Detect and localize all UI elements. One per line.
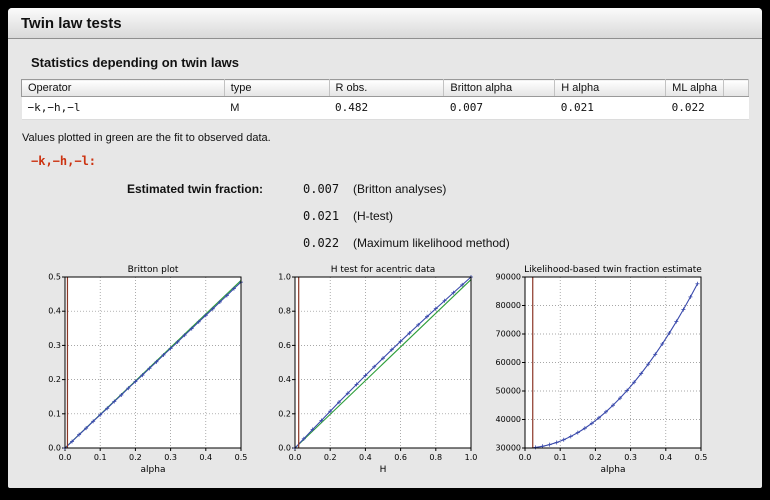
column-header[interactable]: R obs.	[329, 79, 445, 97]
svg-text:90000: 90000	[496, 273, 521, 282]
column-header[interactable]: ML alpha	[665, 79, 724, 97]
estimate-row-htest: 0.021 (H-test)	[127, 209, 749, 223]
svg-text:Likelihood-based twin fraction: Likelihood-based twin fraction estimate	[524, 265, 702, 275]
twin-law-statistics-table: Operator type R obs. Britton alpha H alpha ML…	[21, 79, 749, 120]
h-test-chart: 0.0 0.2 0.4 0.6 0.8 1.0 0.0 0.2 0.4 0.6 0.8 1.0 H te…	[259, 263, 477, 478]
ml-fraction-method: (Maximum likelihood method)	[353, 236, 510, 250]
svg-text:0.0: 0.0	[278, 444, 291, 453]
green-fit-note: Values plotted in green are the fit to o…	[22, 132, 271, 144]
svg-text:1.0: 1.0	[278, 273, 291, 282]
svg-text:0.0: 0.0	[519, 453, 532, 462]
estimated-twin-fraction-block: Estimated twin fraction: 0.007 (Britton …	[127, 182, 749, 250]
twin-law-tests-window: Twin law tests Statistics depending on t…	[8, 8, 762, 488]
window-titlebar: Twin law tests	[8, 8, 762, 39]
htest-fraction-method: (H-test)	[353, 209, 393, 223]
svg-text:0.1: 0.1	[94, 453, 107, 462]
svg-text:50000: 50000	[496, 387, 521, 396]
table-cell: M	[224, 96, 330, 120]
britton-plot-chart: 0.0 0.1 0.2 0.3 0.4 0.5 0.0 0.1 0.2 0.3 0.4 0.5 Brit…	[29, 263, 247, 478]
column-header[interactable]: H alpha	[554, 79, 667, 97]
svg-text:0.4: 0.4	[48, 307, 61, 316]
twin-law-heading: −k,−h,−l:	[31, 154, 97, 168]
svg-text:alpha: alpha	[601, 465, 626, 475]
svg-text:0.1: 0.1	[48, 409, 61, 418]
chart-canvas: 0.0 0.1 0.2 0.3 0.4 0.5 0.0 0.1 0.2 0.3 0.4 0.5 Brit…	[29, 263, 247, 478]
window-title: Twin law tests	[21, 14, 122, 32]
ml-estimate-chart: 0.0 0.1 0.2 0.3 0.4 0.5 30000 40000 50000 60000 70…	[489, 263, 707, 478]
column-header[interactable]: Britton alpha	[443, 79, 556, 97]
svg-text:70000: 70000	[496, 330, 521, 339]
content-area: Statistics depending on twin laws Operat…	[8, 39, 762, 478]
svg-text:0.4: 0.4	[199, 453, 212, 462]
section-title: Statistics depending on twin laws	[31, 55, 240, 70]
svg-text:0.2: 0.2	[278, 409, 291, 418]
svg-text:0.3: 0.3	[48, 341, 61, 350]
britton-fraction-value: 0.007	[303, 182, 340, 196]
estimate-row-ml: 0.022 (Maximum likelihood method)	[127, 236, 749, 250]
svg-text:0.5: 0.5	[48, 273, 61, 282]
svg-text:1.0: 1.0	[465, 453, 477, 462]
svg-text:0.3: 0.3	[624, 453, 637, 462]
estimated-fraction-label: Estimated twin fraction:	[127, 182, 264, 196]
table-cell: −k,−h,−l	[21, 96, 225, 120]
table-cell: 0.482	[329, 96, 444, 120]
htest-fraction-value: 0.021	[303, 209, 340, 223]
svg-text:0.2: 0.2	[48, 375, 61, 384]
svg-text:Britton plot: Britton plot	[128, 265, 179, 275]
svg-text:0.0: 0.0	[48, 444, 61, 453]
svg-text:0.8: 0.8	[278, 307, 291, 316]
svg-text:0.0: 0.0	[289, 453, 302, 462]
svg-text:0.6: 0.6	[394, 453, 407, 462]
svg-text:H: H	[380, 465, 387, 475]
chart-canvas: 0.0 0.2 0.4 0.6 0.8 1.0 0.0 0.2 0.4 0.6 0.8 1.0 H te…	[259, 263, 477, 478]
table-row[interactable]: −k,−h,−l M 0.482 0.007 0.021 0.022	[21, 96, 749, 120]
britton-fraction-method: (Britton analyses)	[353, 182, 447, 196]
svg-text:40000: 40000	[496, 415, 521, 424]
column-header[interactable]: type	[224, 79, 330, 97]
svg-text:0.0: 0.0	[59, 453, 72, 462]
svg-text:60000: 60000	[496, 358, 521, 367]
svg-text:0.3: 0.3	[164, 453, 177, 462]
row-filler	[723, 96, 749, 120]
charts-row: 0.0 0.1 0.2 0.3 0.4 0.5 0.0 0.1 0.2 0.3 0.4 0.5 Brit…	[29, 263, 749, 478]
svg-text:0.4: 0.4	[359, 453, 372, 462]
svg-text:80000: 80000	[496, 301, 521, 310]
svg-text:0.5: 0.5	[695, 453, 707, 462]
svg-text:0.4: 0.4	[659, 453, 672, 462]
svg-text:H test for acentric data: H test for acentric data	[331, 265, 436, 275]
svg-text:0.2: 0.2	[589, 453, 602, 462]
header-filler	[723, 79, 749, 97]
svg-text:0.6: 0.6	[278, 341, 291, 350]
table-cell: 0.022	[665, 96, 724, 120]
svg-text:0.5: 0.5	[235, 453, 247, 462]
table-header-row: Operator type R obs. Britton alpha H alpha ML…	[21, 79, 749, 97]
svg-text:0.1: 0.1	[554, 453, 567, 462]
svg-text:0.2: 0.2	[129, 453, 142, 462]
svg-text:0.8: 0.8	[429, 453, 442, 462]
table-cell: 0.021	[554, 96, 666, 120]
ml-fraction-value: 0.022	[303, 236, 340, 250]
svg-text:alpha: alpha	[141, 465, 166, 475]
svg-text:0.2: 0.2	[324, 453, 337, 462]
table-cell: 0.007	[443, 96, 555, 120]
table-body: −k,−h,−l M 0.482 0.007 0.021 0.022	[21, 96, 749, 120]
svg-text:30000: 30000	[496, 444, 521, 453]
column-header[interactable]: Operator	[21, 79, 225, 97]
svg-text:0.4: 0.4	[278, 375, 291, 384]
estimate-row-britton: Estimated twin fraction: 0.007 (Britton …	[127, 182, 749, 196]
chart-canvas: 0.0 0.1 0.2 0.3 0.4 0.5 30000 40000 50000 60000 70…	[489, 263, 707, 478]
